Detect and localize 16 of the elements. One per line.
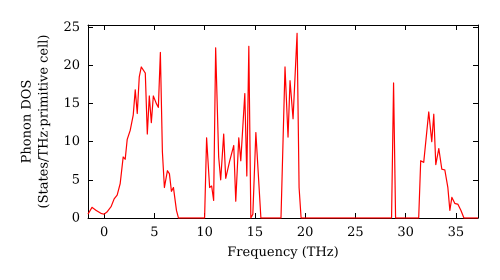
x-tick-label: 35 bbox=[448, 225, 464, 240]
y-tick-label: 15 bbox=[63, 96, 80, 112]
y-tick-label: 10 bbox=[63, 134, 80, 150]
x-tick-label: 15 bbox=[246, 225, 264, 240]
y-tick-label: 0 bbox=[72, 210, 80, 226]
x-tick-label: 30 bbox=[397, 225, 414, 240]
y-axis-title: Phonon DOS (States/THz·primitive cell) bbox=[20, 34, 52, 209]
y-tick-label: 20 bbox=[63, 58, 80, 73]
x-tick-label: 5 bbox=[150, 225, 158, 240]
x-tick-label: 20 bbox=[296, 225, 314, 240]
x-tick-label: 0 bbox=[100, 225, 108, 240]
y-tick-label: 5 bbox=[72, 172, 80, 188]
y-tick-label: 25 bbox=[63, 20, 80, 35]
x-tick-label: 25 bbox=[347, 225, 364, 240]
x-axis-title: Frequency (THz) bbox=[227, 244, 339, 260]
x-tick-label: 10 bbox=[196, 225, 213, 240]
